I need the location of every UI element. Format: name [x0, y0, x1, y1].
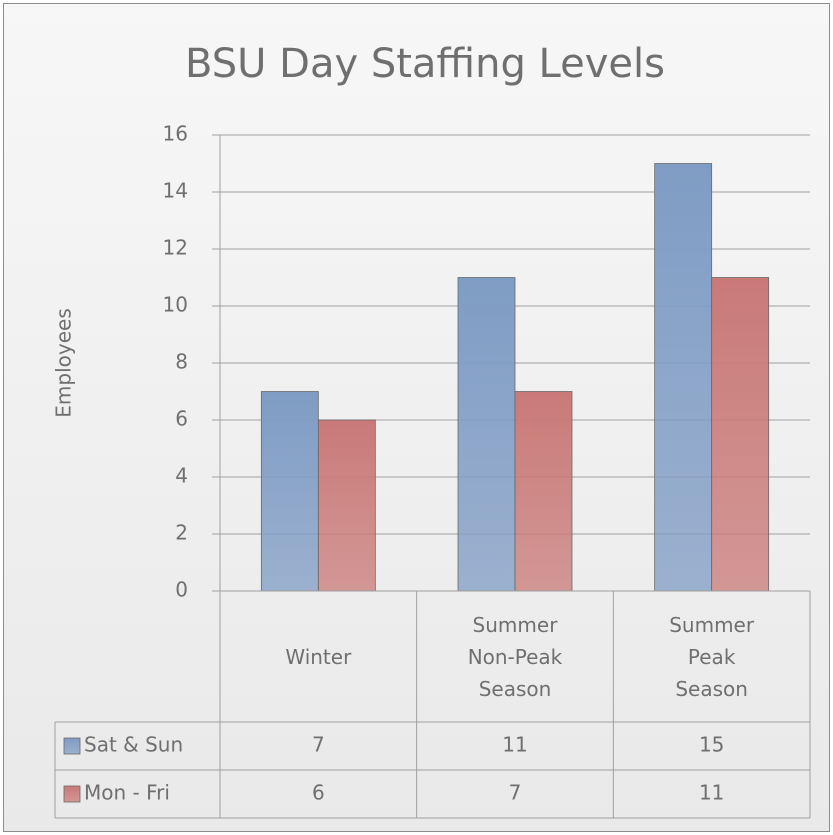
table-value: 7 — [312, 733, 325, 757]
x-tick-label: Summer Peak Season — [669, 612, 755, 701]
y-tick-label: 14 — [163, 179, 188, 203]
bar — [317, 419, 376, 592]
y-tick-label: 10 — [163, 293, 188, 317]
bar — [457, 277, 516, 592]
table-value: 6 — [312, 781, 325, 805]
table-value: 7 — [509, 781, 522, 805]
legend-key — [63, 737, 81, 755]
bar — [654, 163, 713, 592]
x-tick-label-wrap: Winter — [220, 591, 417, 722]
bar — [514, 391, 573, 592]
y-tick-label: 2 — [175, 521, 188, 545]
table-value: 11 — [502, 733, 527, 757]
y-tick-label: 6 — [175, 407, 188, 431]
x-tick-label: Summer Non-Peak Season — [467, 612, 563, 701]
y-axis-label: Employees — [52, 308, 76, 417]
chart-title: BSU Day Staffing Levels — [185, 41, 665, 87]
y-tick-label: 8 — [175, 350, 188, 374]
x-tick-label-wrap: Summer Non-Peak Season — [417, 591, 614, 722]
legend-label: Mon - Fri — [84, 781, 170, 805]
y-tick-label: 16 — [163, 122, 188, 146]
legend-label: Sat & Sun — [84, 733, 183, 757]
legend-key — [63, 785, 81, 803]
bar — [711, 277, 770, 592]
x-tick-label-box: Summer Non-Peak Season — [417, 591, 614, 722]
y-tick-label: 12 — [163, 236, 188, 260]
y-tick-label: 4 — [175, 464, 188, 488]
x-tick-label-wrap: Summer Peak Season — [613, 591, 810, 722]
x-tick-label-box: Summer Peak Season — [613, 591, 810, 722]
table-value: 11 — [699, 781, 724, 805]
x-tick-label-box: Winter — [220, 591, 417, 722]
x-tick-label: Winter — [285, 644, 352, 669]
table-value: 15 — [699, 733, 724, 757]
bar — [260, 391, 319, 592]
y-tick-label: 0 — [175, 578, 188, 602]
